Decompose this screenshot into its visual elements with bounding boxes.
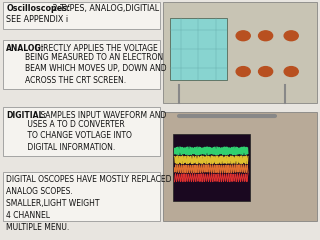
FancyBboxPatch shape: [3, 2, 160, 29]
Text: DIGITAL OSCOPES HAVE MOSTLY REPLACED
ANALOG SCOPES.
SMALLER,LIGHT WEIGHT
4 CHANN: DIGITAL OSCOPES HAVE MOSTLY REPLACED ANA…: [6, 175, 172, 232]
Text: Oscilloscopes:: Oscilloscopes:: [6, 5, 71, 13]
Circle shape: [284, 67, 298, 77]
Text: BEING MEASURED TO AN ELECTRON
        BEAM WHICH MOVES UP, DOWN AND
        ACRO: BEING MEASURED TO AN ELECTRON BEAM WHICH…: [6, 53, 167, 85]
Text: SEE APPENDIX i: SEE APPENDIX i: [6, 15, 68, 24]
FancyBboxPatch shape: [3, 107, 160, 156]
Circle shape: [284, 31, 298, 41]
Text: DIRECTLY APPLIES THE VOLTAGE: DIRECTLY APPLIES THE VOLTAGE: [35, 44, 157, 53]
Text: DIGITIAL:: DIGITIAL:: [6, 111, 47, 120]
Bar: [170, 18, 227, 80]
Text: SAMPLES INPUT WAVEFORM AND: SAMPLES INPUT WAVEFORM AND: [38, 111, 166, 120]
Text: ANALOG:: ANALOG:: [6, 44, 45, 53]
FancyBboxPatch shape: [3, 40, 160, 90]
Bar: [163, 112, 317, 221]
Text: 2 TYPES, ANALOG,DIGITIAL: 2 TYPES, ANALOG,DIGITIAL: [50, 5, 159, 13]
Bar: [173, 134, 250, 201]
Circle shape: [259, 67, 273, 77]
Circle shape: [259, 31, 273, 41]
FancyBboxPatch shape: [3, 172, 160, 221]
Bar: [163, 2, 317, 103]
Text: USES A TO D CONVERTER
         TO CHANGE VOTLAGE INTO
         DIGITAL INFORMATI: USES A TO D CONVERTER TO CHANGE VOTLAGE …: [6, 120, 132, 152]
Circle shape: [236, 67, 250, 77]
Circle shape: [236, 31, 250, 41]
